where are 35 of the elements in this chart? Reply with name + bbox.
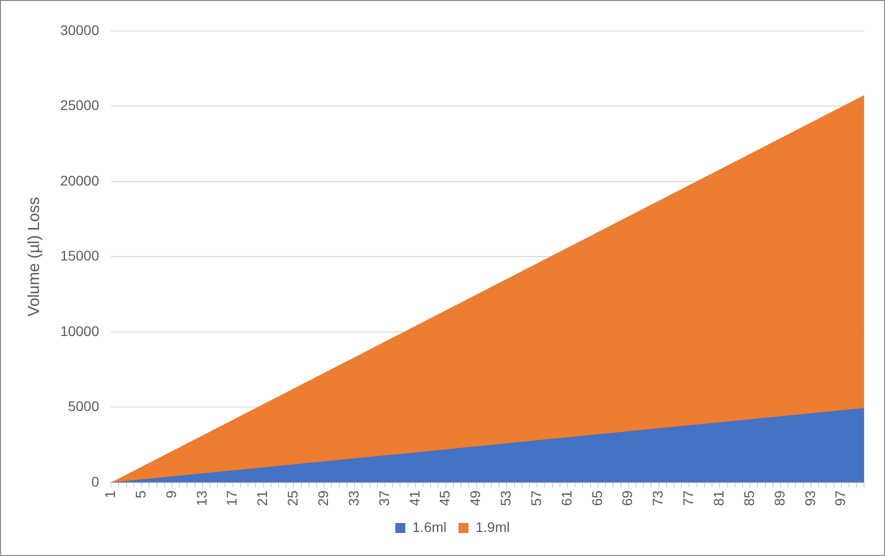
x-tick-label: 85 <box>740 490 757 506</box>
x-tick-label: 81 <box>710 490 727 506</box>
y-tick-label: 30000 <box>60 22 100 38</box>
y-tick-label: 0 <box>91 473 100 490</box>
x-tick-label: 17 <box>224 490 240 506</box>
x-tick-label: 53 <box>498 490 514 506</box>
x-tick-label: 41 <box>406 490 422 506</box>
x-tick-label: 25 <box>284 490 301 506</box>
x-tick-label: 9 <box>162 490 179 498</box>
y-tick-label: 25000 <box>60 97 100 114</box>
x-tick-label: 29 <box>314 490 331 506</box>
x-tick-label: 45 <box>436 490 453 506</box>
x-tick-label: 57 <box>528 490 544 506</box>
x-tick-label: 49 <box>467 490 484 506</box>
x-tick-label: 65 <box>588 490 605 506</box>
legend-label: 1.6ml <box>412 518 446 535</box>
y-tick-label: 5000 <box>68 398 100 414</box>
x-tick-label: 73 <box>650 490 666 506</box>
y-axis-title: Volume (µl) Loss <box>26 196 44 316</box>
x-tick-label: 5 <box>132 490 148 498</box>
x-tick-label: 97 <box>832 490 848 506</box>
y-tick-label: 15000 <box>60 248 100 264</box>
x-tick-label: 1 <box>102 490 118 498</box>
x-tick-label: 13 <box>193 490 210 506</box>
x-tick-label: 93 <box>802 490 818 506</box>
x-tick-label: 77 <box>680 490 696 506</box>
x-tick-label: 33 <box>345 490 362 506</box>
x-tick-label: 21 <box>254 490 270 506</box>
x-tick-label: 69 <box>619 490 636 506</box>
x-tick-label: 61 <box>558 490 574 506</box>
x-tick-label: 89 <box>771 490 788 506</box>
y-tick-label: 10000 <box>60 322 100 339</box>
legend-label: 1.9ml <box>476 518 510 535</box>
x-tick-label: 37 <box>376 490 392 506</box>
y-tick-label: 20000 <box>60 172 100 188</box>
